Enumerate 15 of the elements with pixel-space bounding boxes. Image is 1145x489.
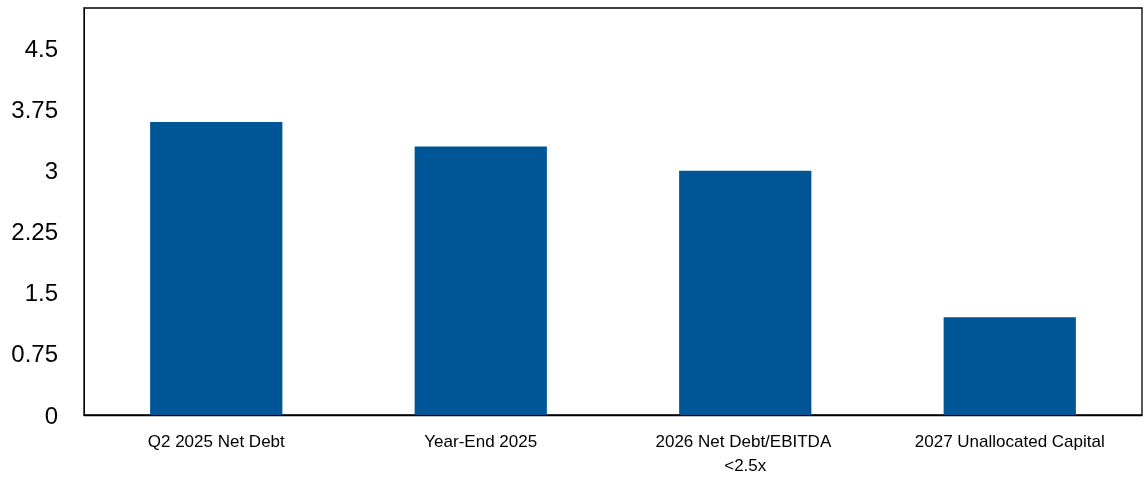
- bar: [943, 317, 1076, 415]
- y-tick-label: 2.25: [11, 218, 58, 246]
- y-tick-label: 3.75: [11, 96, 58, 124]
- y-tick-label: 1.5: [24, 279, 58, 307]
- bar: [679, 170, 812, 415]
- x-tick-label: 2026 Net Debt/EBITDA <2.5x: [655, 431, 836, 475]
- y-tick-label: 3: [44, 157, 58, 185]
- bar: [150, 121, 283, 415]
- x-tick-label: 2027 Unallocated Capital: [914, 431, 1105, 451]
- y-tick-label: 0: [44, 401, 58, 429]
- y-tick-label: 4.5: [24, 35, 58, 63]
- x-tick-label: Q2 2025 Net Debt: [147, 431, 286, 451]
- y-tick-label: 0.75: [11, 340, 58, 368]
- x-tick-label: Year-End 2025: [424, 431, 538, 451]
- bar: [414, 146, 547, 415]
